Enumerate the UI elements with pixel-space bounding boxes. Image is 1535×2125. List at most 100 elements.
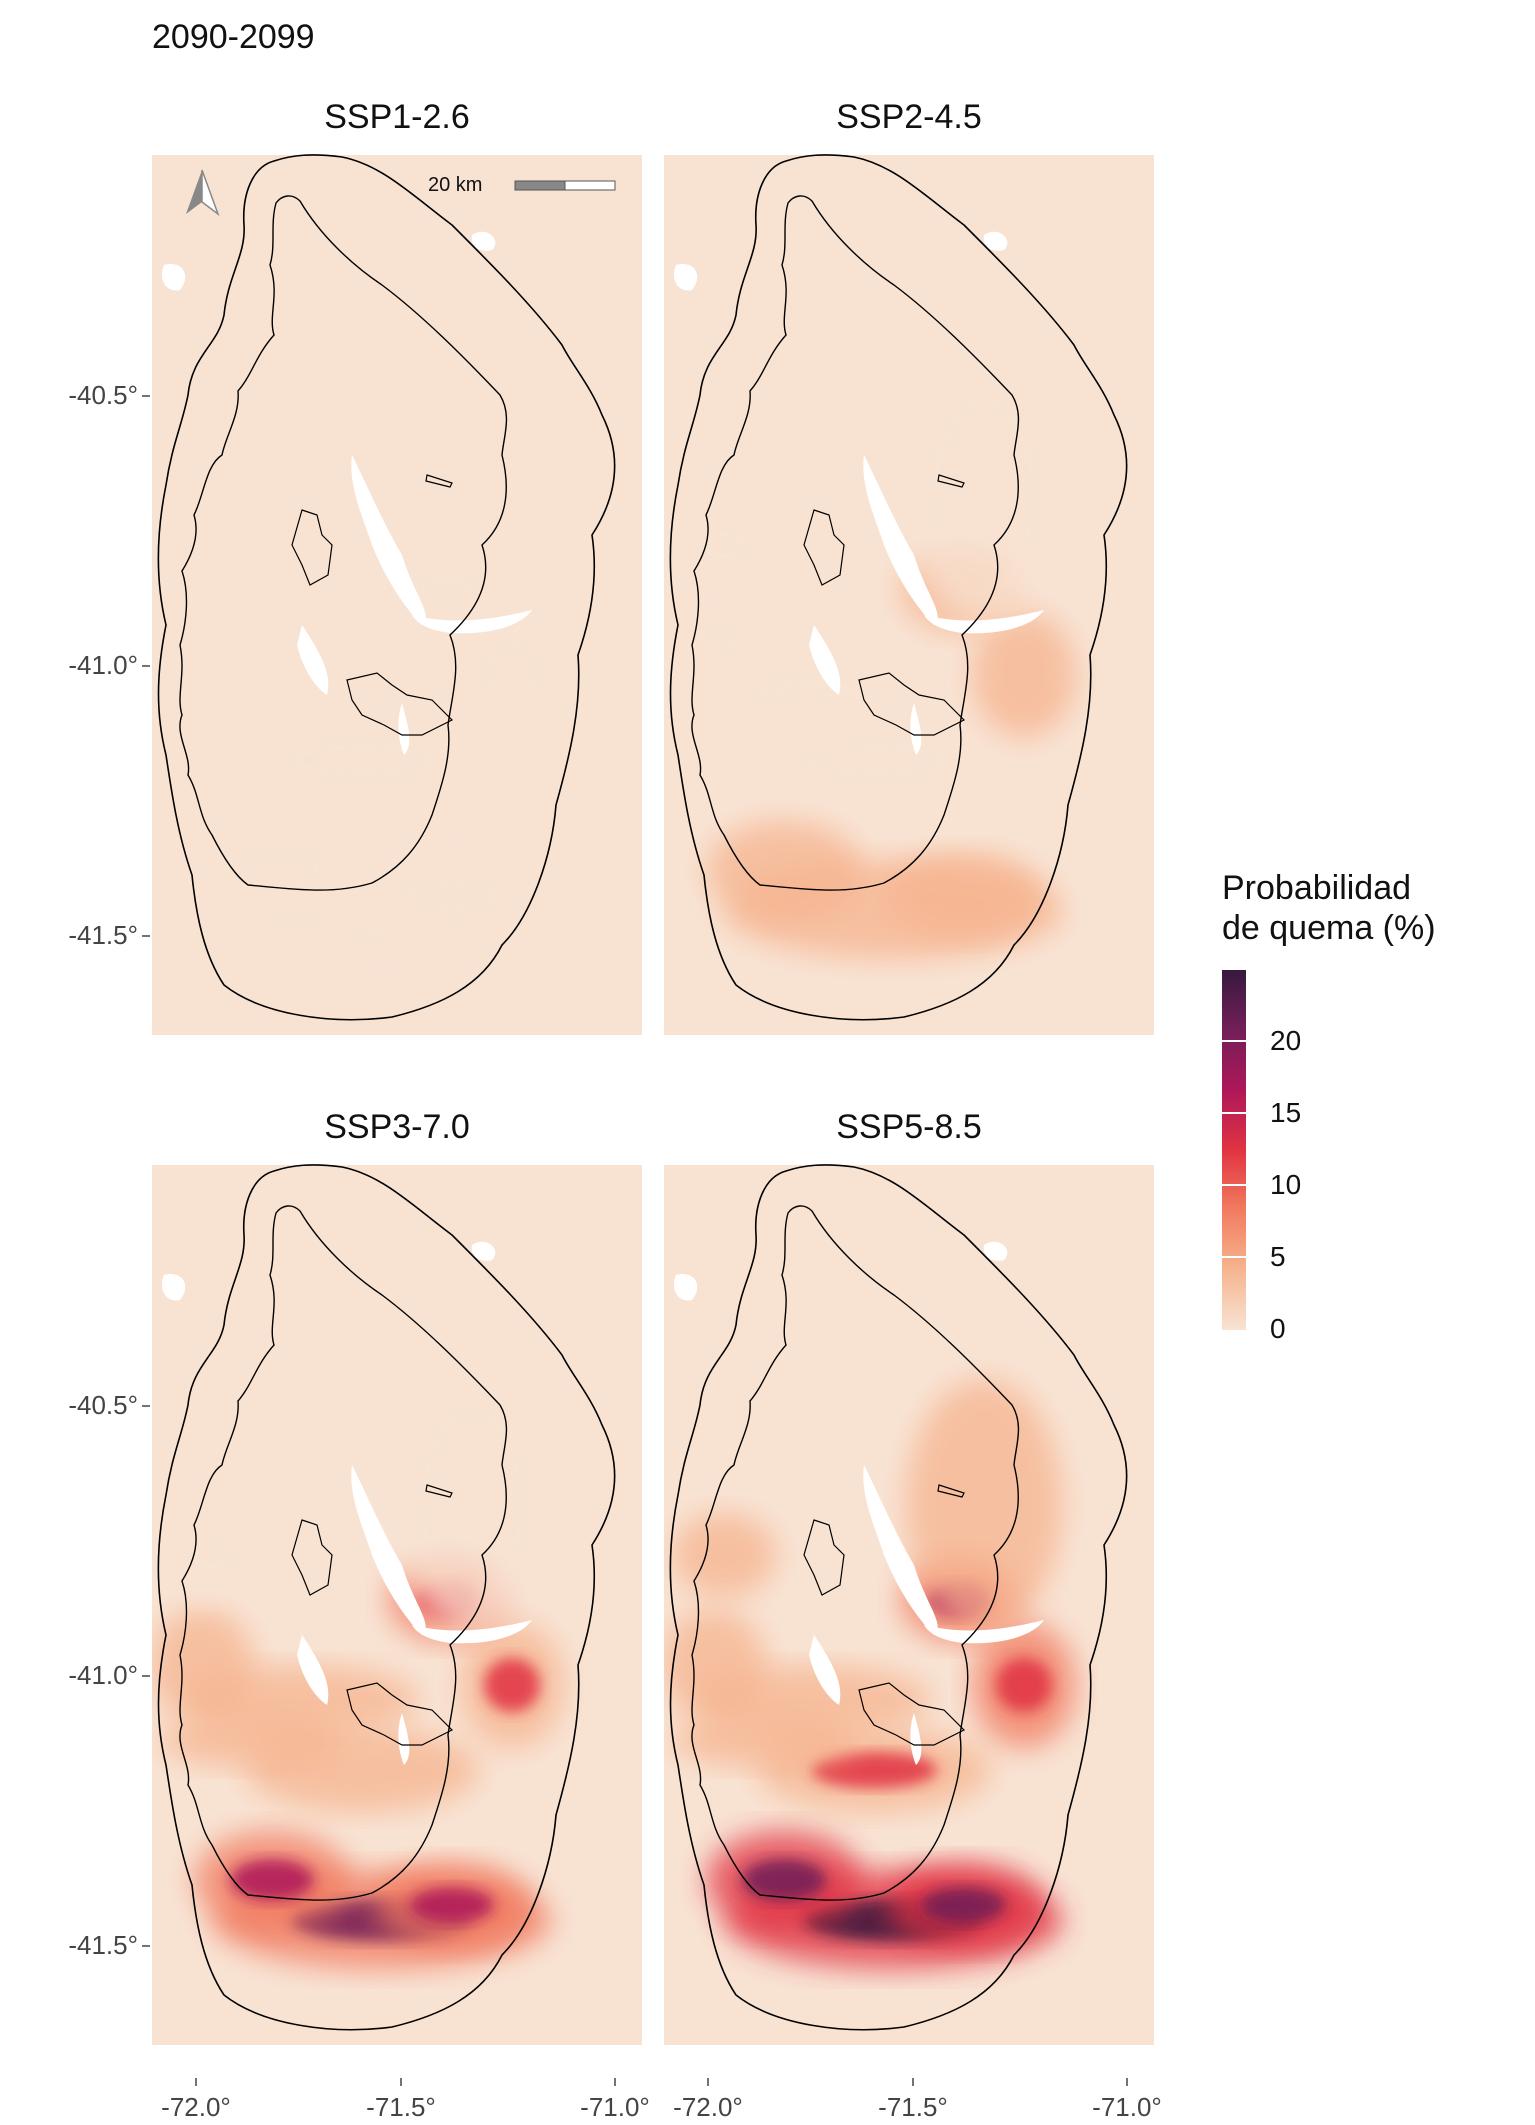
burn-hotspot-core	[811, 1752, 937, 1788]
burn-hotspot	[673, 1712, 855, 1768]
small-lake-outline	[937, 474, 965, 488]
lake-area	[924, 610, 1044, 634]
x-tick-label: -71.0°	[1092, 2092, 1162, 2122]
lake-area	[351, 1465, 426, 1635]
panel-title-ssp370: SSP3-7.0	[324, 1108, 470, 1146]
lake-area	[351, 455, 426, 625]
burn-hotspot	[972, 612, 1076, 738]
x-tick-label: -71.5°	[878, 2092, 948, 2122]
y-tick-label: -40.5°	[68, 1390, 138, 1420]
peninsula-outline	[346, 672, 454, 736]
y-tick-label: -41.5°	[68, 1930, 138, 1960]
lake-area	[910, 703, 922, 755]
legend-colorbar	[1222, 970, 1246, 1330]
small-lake-outline	[425, 474, 453, 488]
peninsula-outline	[346, 1682, 454, 1746]
lake-area	[471, 1241, 496, 1261]
burn-hotspot	[886, 853, 1042, 937]
burn-hotspot	[394, 1379, 550, 1631]
x-tick-label: -72.0°	[161, 2092, 231, 2122]
lake-area	[809, 625, 841, 695]
lake-area	[398, 1713, 410, 1765]
study-area-buffer-outline	[669, 154, 1128, 1021]
lake-area	[161, 1274, 186, 1301]
burn-hotspot	[906, 1379, 1062, 1631]
small-lake-outline	[425, 1484, 453, 1498]
burn-hotspot-core	[996, 1658, 1052, 1712]
study-area-buffer-outline	[669, 1164, 1128, 2031]
burn-hotspot-core	[484, 1658, 540, 1712]
map-panel-ssp370	[152, 1164, 642, 2045]
lake-area	[161, 264, 186, 291]
map-panel-ssp126	[152, 154, 642, 1035]
island-outline	[803, 509, 845, 586]
legend-tick-label: 15	[1270, 1097, 1302, 1128]
burn-probability-layer	[194, 548, 564, 959]
lake-area	[863, 455, 938, 625]
burn-hotspot	[460, 612, 564, 738]
scale-bar-label: 20 km	[428, 174, 483, 196]
burn-probability-layer	[664, 369, 1076, 959]
island-outline	[291, 509, 333, 586]
park-boundary-outline	[691, 1205, 1020, 1901]
study-area-buffer-outline	[157, 1164, 616, 2031]
panel-title-ssp126: SSP1-2.6	[324, 98, 470, 136]
map-panel-ssp585	[664, 1164, 1154, 2045]
island-outline	[291, 1519, 333, 1596]
map-panel-ssp245	[664, 154, 1154, 1035]
axis-ticks	[142, 395, 1128, 2086]
legend-tick-label: 0	[1270, 1313, 1286, 1344]
burn-hotspot	[160, 1513, 264, 1597]
lake-area	[863, 1465, 938, 1635]
burn-hotspot	[906, 369, 1062, 621]
study-area-buffer-outline	[157, 154, 616, 1021]
y-tick-label: -41.0°	[68, 1660, 138, 1690]
burn-hotspot-core	[742, 1859, 826, 1901]
lake-area	[398, 703, 410, 755]
lake-area	[983, 231, 1008, 251]
burn-hotspot	[161, 1712, 343, 1768]
panel-title-ssp245: SSP2-4.5	[836, 98, 982, 136]
burn-hotspot-core	[230, 1859, 314, 1901]
scale-bar	[514, 180, 616, 191]
burn-hotspot-core	[410, 1887, 494, 1923]
small-lake-outline	[937, 1484, 965, 1498]
x-tick-label: -72.0°	[673, 2092, 743, 2122]
island-outline	[803, 1519, 845, 1596]
lake-area	[412, 610, 532, 634]
peninsula-outline	[858, 672, 966, 736]
burn-hotspot	[706, 821, 862, 919]
burn-hotspot	[672, 1513, 776, 1597]
north-arrow-icon	[186, 169, 220, 217]
lake-area	[297, 625, 329, 695]
lake-area	[412, 1620, 532, 1644]
park-boundary-outline	[179, 1205, 508, 1901]
park-boundary-outline	[691, 195, 1020, 891]
x-tick-label: -71.0°	[580, 2092, 650, 2122]
burn-hotspot	[245, 718, 479, 802]
figure-title: 2090-2099	[152, 18, 315, 56]
y-tick-label: -41.0°	[68, 650, 138, 680]
burn-hotspot-core	[922, 1887, 1006, 1923]
lake-area	[297, 1635, 329, 1705]
lake-area	[471, 231, 496, 251]
legend-tick-label: 20	[1270, 1025, 1302, 1056]
lake-area	[910, 1713, 922, 1765]
lake-area	[673, 264, 698, 291]
burn-hotspot	[374, 853, 530, 937]
peninsula-outline	[858, 1682, 966, 1746]
x-tick-label: -71.5°	[366, 2092, 436, 2122]
lake-area	[673, 1274, 698, 1301]
legend-title: Probabilidad de quema (%)	[1222, 869, 1436, 947]
panel-title-ssp585: SSP5-8.5	[836, 1108, 982, 1146]
legend-tick-label: 5	[1270, 1241, 1286, 1272]
burn-hotspot	[672, 503, 776, 587]
burn-hotspot	[194, 821, 350, 919]
y-tick-label: -40.5°	[68, 380, 138, 410]
burn-hotspot	[673, 702, 855, 758]
lake-area	[924, 1620, 1044, 1644]
lake-area	[983, 1241, 1008, 1261]
burn-probability-layer	[152, 1379, 564, 1969]
y-tick-label: -41.5°	[68, 920, 138, 950]
